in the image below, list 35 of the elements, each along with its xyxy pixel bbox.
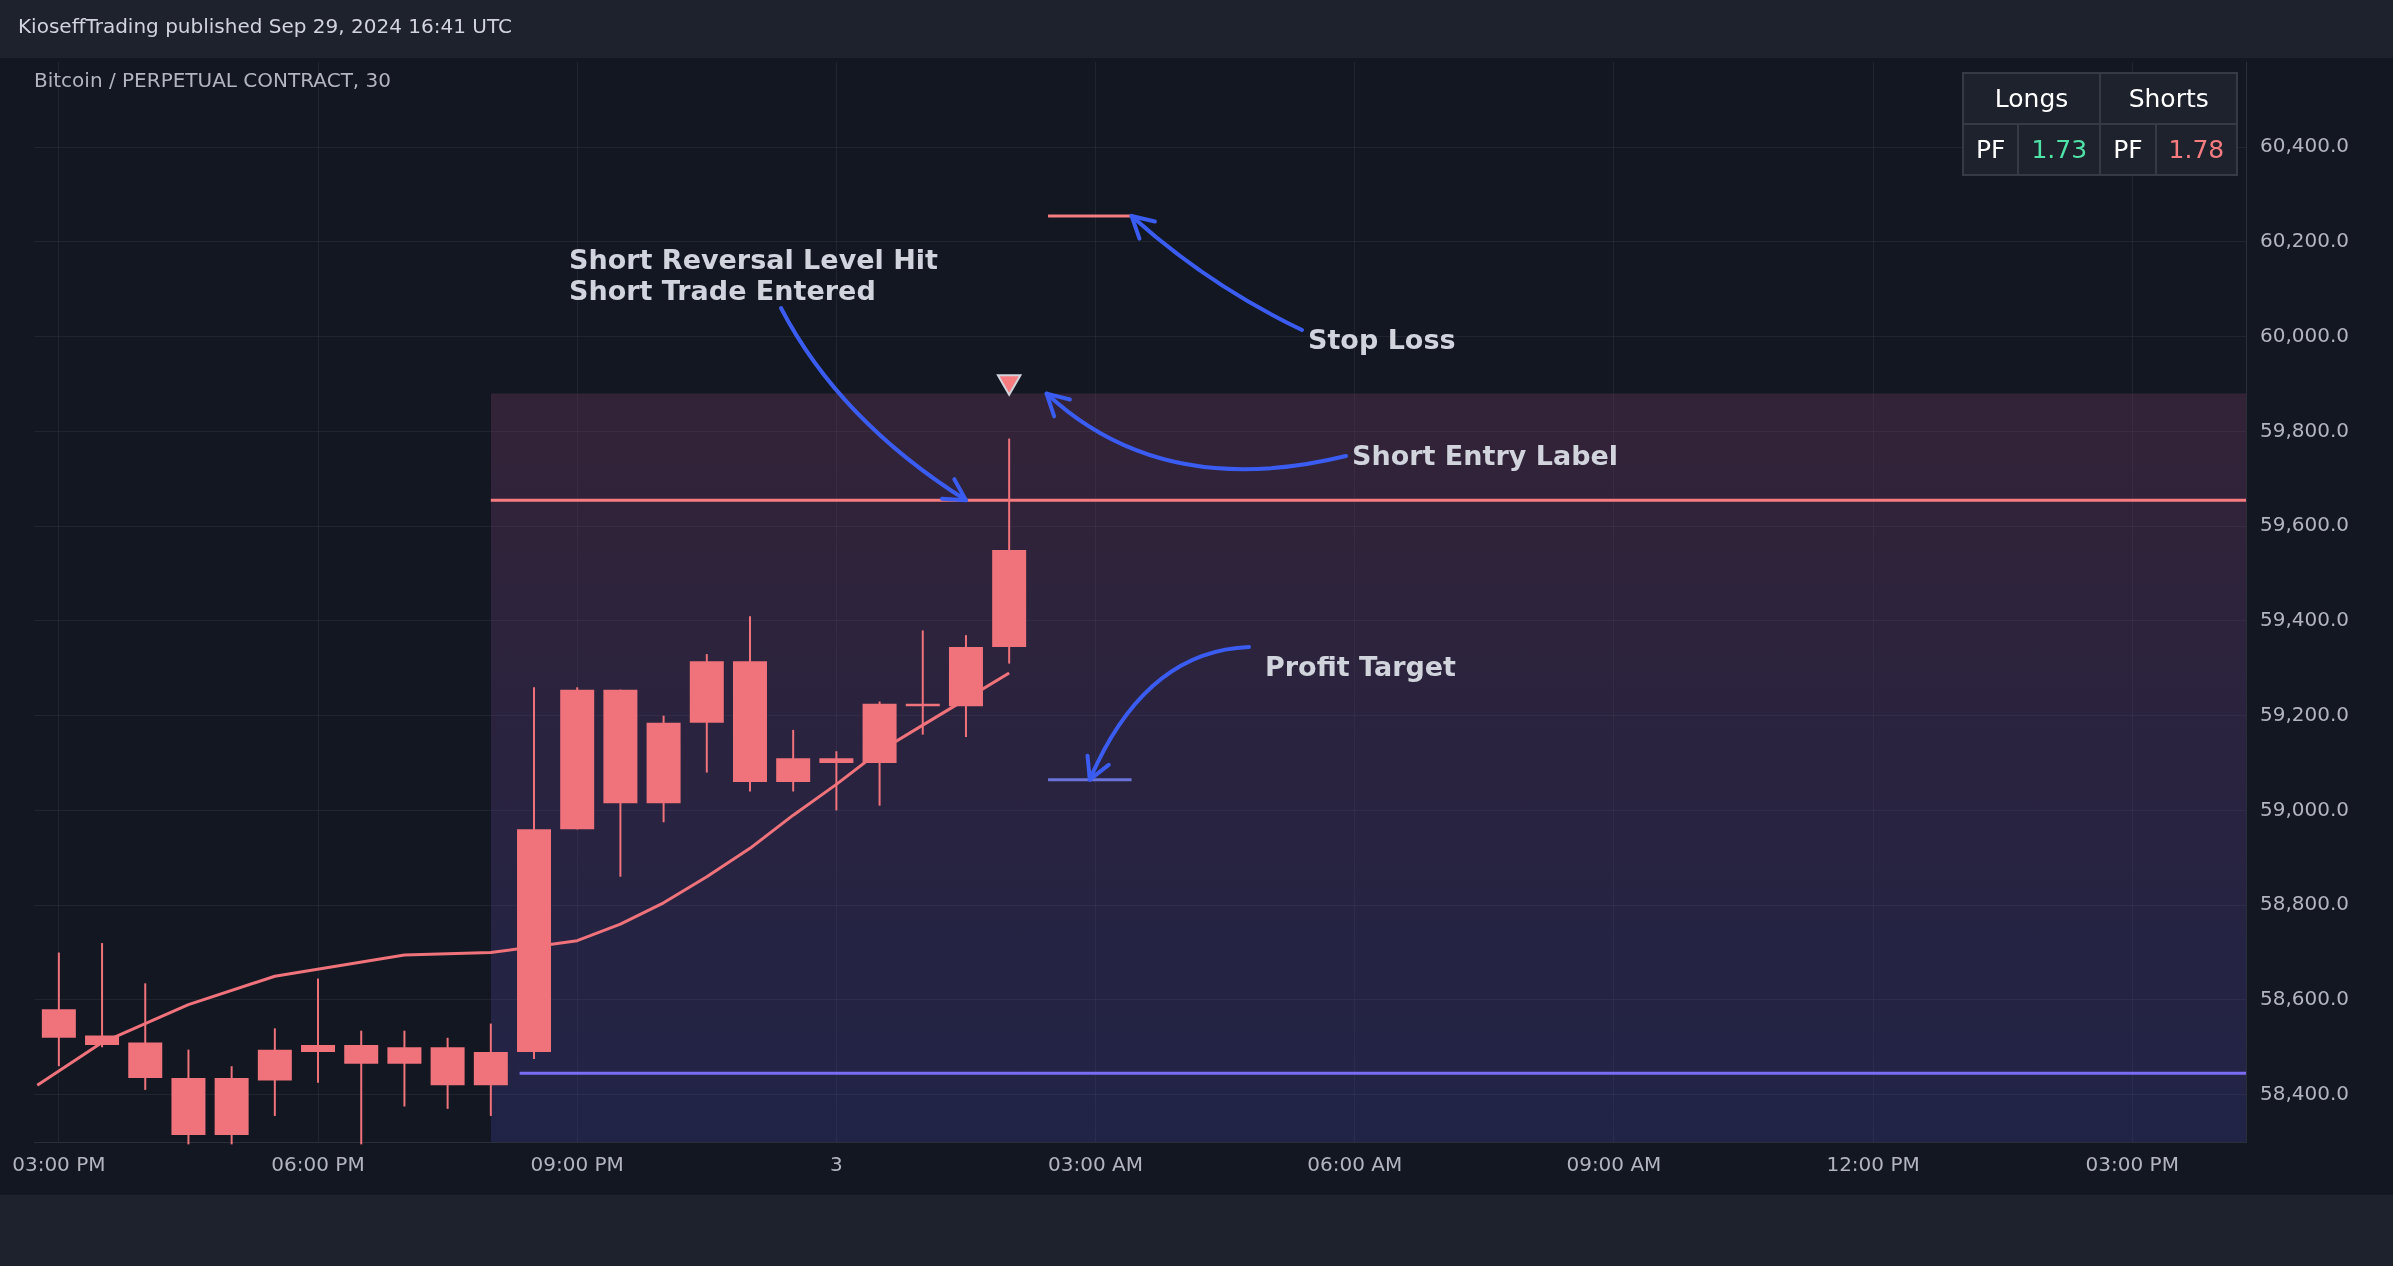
annotation: PF	[1963, 124, 2019, 175]
y-tick-label: 58,800.0	[2260, 891, 2350, 916]
y-tick-label: 58,400.0	[2260, 1080, 2350, 1105]
x-tick-label: 09:00 AM	[1566, 1152, 1662, 1177]
annotation: 1.73	[2018, 124, 2101, 175]
x-tick-label: 06:00 PM	[271, 1152, 365, 1177]
chart-subtitle: KioseffTrading published Sep 29, 2024 16:41 UTC	[18, 14, 512, 38]
annotation: PF	[2100, 124, 2156, 175]
x-tick-label: 03:00 PM	[12, 1152, 106, 1177]
y-tick-label: 59,600.0	[2260, 512, 2350, 537]
annotation: Short Entry Label	[1352, 440, 1619, 471]
x-tick-label: 06:00 AM	[1307, 1152, 1403, 1177]
candlestick	[85, 942, 120, 1049]
y-tick-label: 59,200.0	[2260, 701, 2350, 726]
candlestick	[301, 977, 336, 1084]
y-tick-label: 59,400.0	[2260, 607, 2350, 632]
x-tick-label: 12:00 PM	[1826, 1152, 1920, 1177]
y-tick-label: 60,000.0	[2260, 322, 2350, 347]
x-tick-label: 03:00 AM	[1048, 1152, 1144, 1177]
annotation: Short Reversal Level Hit Short Trade Entered	[569, 244, 938, 306]
candlestick	[819, 750, 854, 812]
annotation: 1.78	[2155, 124, 2238, 175]
y-tick-label: 58,600.0	[2260, 986, 2350, 1011]
annotation: Stop Loss	[1308, 324, 1456, 355]
y-tick-label: 60,200.0	[2260, 228, 2350, 253]
chart-title: Bitcoin / PERPETUAL CONTRACT, 30	[34, 68, 392, 92]
annotation: Profit Target	[1265, 651, 1456, 682]
annotation: Shorts	[2100, 73, 2238, 124]
y-tick-label: 59,000.0	[2260, 796, 2350, 821]
x-tick-label: 03:00 PM	[2085, 1152, 2179, 1177]
x-tick-label: 3	[830, 1152, 843, 1177]
y-tick-label: 60,400.0	[2260, 133, 2350, 158]
y-tick-label: 59,800.0	[2260, 417, 2350, 442]
annotation: Longs	[1963, 73, 2101, 124]
x-tick-label: 09:00 PM	[530, 1152, 624, 1177]
